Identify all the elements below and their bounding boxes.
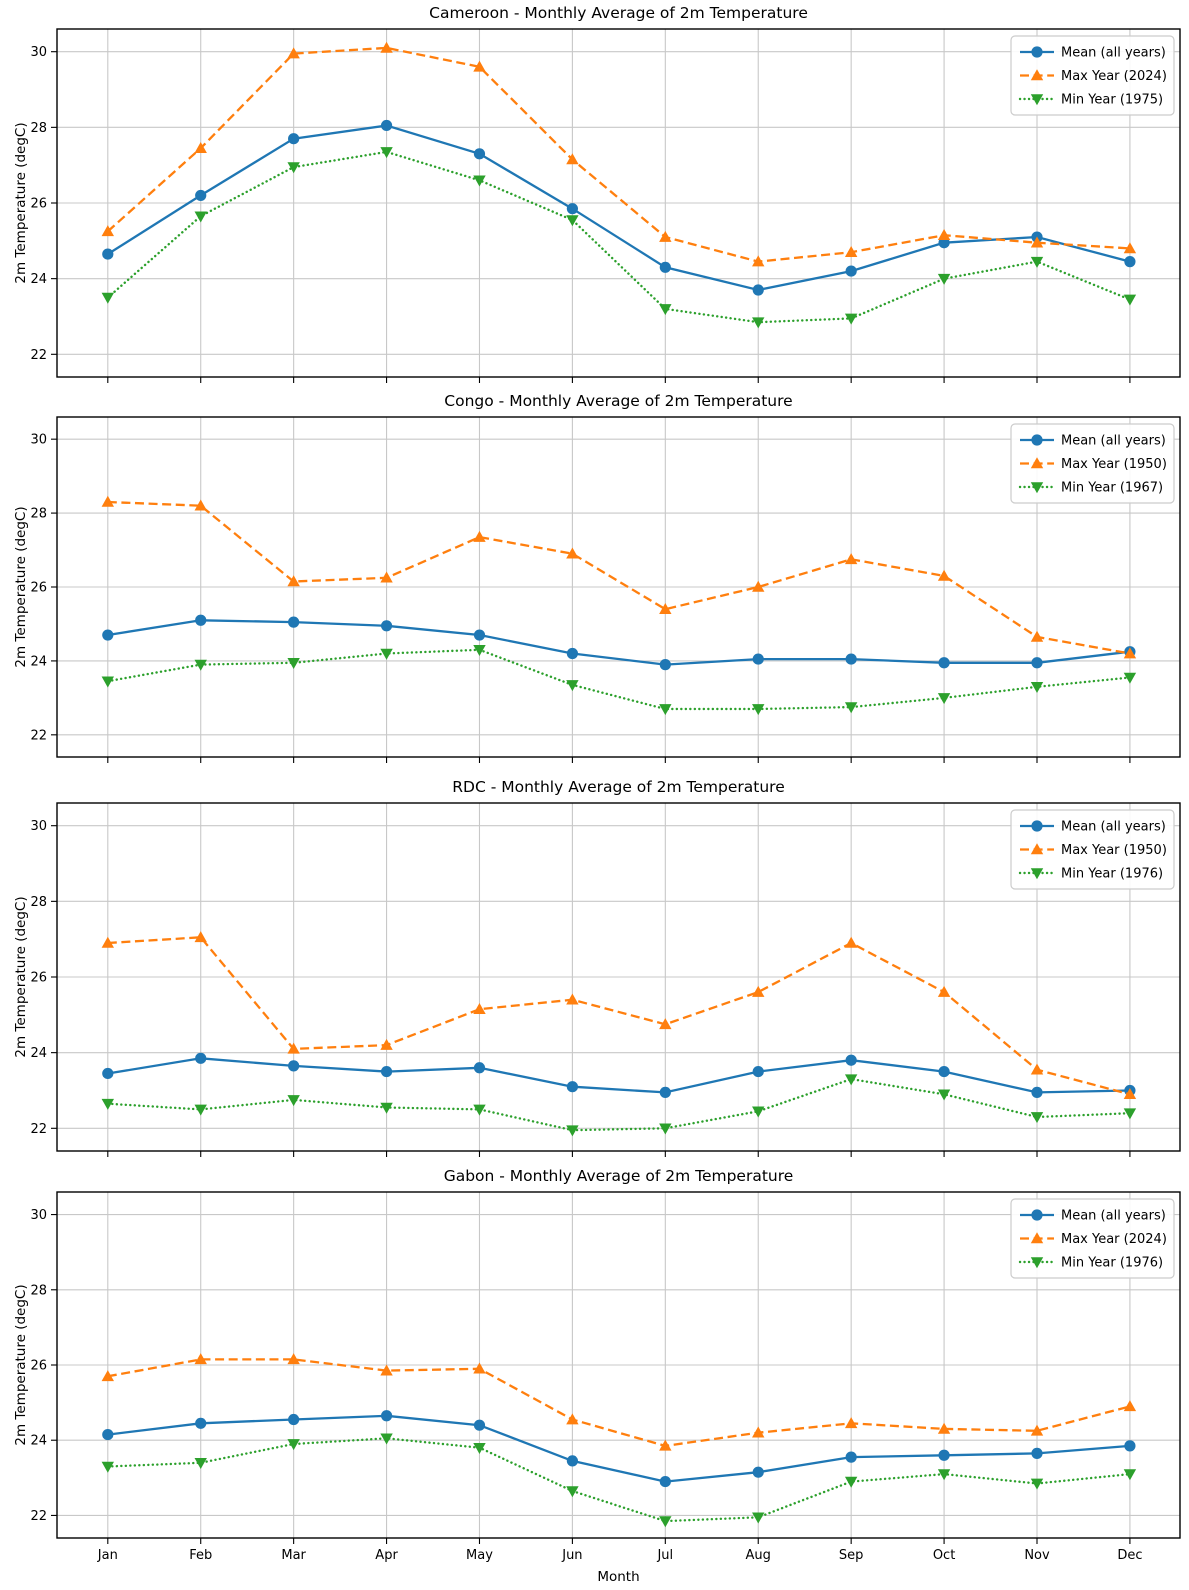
tick-marks bbox=[51, 438, 1131, 763]
tick-label: 30 bbox=[30, 819, 47, 834]
tick-label: 26 bbox=[30, 971, 47, 986]
tick-label: 26 bbox=[30, 197, 47, 212]
series-markers-min bbox=[101, 1074, 1137, 1137]
gridlines bbox=[57, 1192, 1180, 1538]
panel-gabon: 22 24 26 28 30 2m Temperature (degC) Jan Feb Mar… bbox=[13, 1191, 1181, 1585]
series-markers-min bbox=[101, 645, 1137, 716]
series-markers-mean bbox=[102, 1052, 1136, 1098]
tick-label: Aug bbox=[746, 1548, 771, 1563]
y-tick-labels: 22 24 26 28 30 bbox=[30, 45, 47, 363]
series-line-min bbox=[106, 1077, 1132, 1132]
panel-cameroon: 22 24 26 28 30 2m Temperature (degC) Mean (all… bbox=[13, 28, 1181, 383]
gridlines bbox=[57, 29, 1180, 377]
tick-label: Apr bbox=[375, 1548, 398, 1563]
x-axis-label: Month bbox=[597, 1569, 639, 1585]
y-tick-labels: 22 24 26 28 30 bbox=[30, 819, 47, 1137]
tick-label: Sep bbox=[839, 1548, 864, 1563]
series-line-mean bbox=[107, 1057, 1130, 1094]
tick-label: Mar bbox=[281, 1548, 306, 1563]
legend-label: Min Year (1976) bbox=[1061, 867, 1163, 882]
legend-label: Mean (all years) bbox=[1061, 1209, 1166, 1224]
gridlines bbox=[57, 417, 1180, 757]
series-markers-max bbox=[101, 41, 1137, 267]
series-markers-mean bbox=[102, 119, 1136, 296]
legend-label: Mean (all years) bbox=[1061, 434, 1166, 449]
tick-label: 22 bbox=[30, 1122, 47, 1137]
series-markers-min bbox=[101, 1433, 1137, 1528]
tick-label: 28 bbox=[30, 507, 47, 522]
panel-title-congo: Congo - Monthly Average of 2m Temperatur… bbox=[444, 392, 793, 410]
series-markers-max bbox=[101, 1353, 1137, 1451]
tick-label: 28 bbox=[30, 1283, 47, 1298]
panel-congo: 22 24 26 28 30 2m Temperature (degC) Mean (all… bbox=[13, 416, 1181, 763]
tick-label: Oct bbox=[933, 1548, 955, 1563]
y-tick-labels: 22 24 26 28 30 bbox=[30, 1208, 47, 1524]
series-line-min bbox=[106, 648, 1132, 711]
series-line-max bbox=[107, 500, 1131, 655]
series-line-max bbox=[107, 936, 1131, 1096]
tick-label: 24 bbox=[30, 272, 47, 287]
tick-marks bbox=[51, 1214, 1131, 1544]
series-markers-max bbox=[101, 495, 1137, 659]
legend-label: Mean (all years) bbox=[1061, 820, 1166, 835]
y-axis-label: 2m Temperature (degC) bbox=[13, 122, 29, 283]
tick-label: Jul bbox=[656, 1548, 673, 1563]
legend-label: Mean (all years) bbox=[1061, 46, 1166, 61]
tick-label: 24 bbox=[30, 1046, 47, 1061]
tick-label: 30 bbox=[30, 1208, 47, 1223]
legend-label: Min Year (1976) bbox=[1061, 1256, 1163, 1271]
legend-label: Min Year (1975) bbox=[1061, 93, 1163, 108]
tick-label: Jun bbox=[561, 1548, 582, 1563]
tick-marks bbox=[51, 825, 1131, 1157]
tick-label: 24 bbox=[30, 654, 47, 669]
tick-label: 22 bbox=[30, 348, 47, 363]
series-markers-min bbox=[101, 147, 1137, 329]
tick-label: 22 bbox=[30, 728, 47, 743]
tick-label: 26 bbox=[30, 1359, 47, 1374]
panel-title-rdc: RDC - Monthly Average of 2m Temperature bbox=[452, 778, 785, 796]
series-line-mean bbox=[107, 1414, 1130, 1483]
y-axis-label: 2m Temperature (degC) bbox=[13, 506, 29, 667]
tick-label: May bbox=[466, 1548, 493, 1563]
series-line-max bbox=[107, 46, 1130, 263]
legend: Mean (all years) Max Year (1950) Min Year … bbox=[1010, 423, 1175, 504]
legend-label: Max Year (2024) bbox=[1061, 69, 1167, 84]
legend-label: Max Year (1950) bbox=[1061, 843, 1167, 858]
panel-title-gabon: Gabon - Monthly Average of 2m Temperatur… bbox=[443, 1167, 794, 1185]
y-tick-labels: 22 24 26 28 30 bbox=[30, 433, 47, 744]
tick-label: Feb bbox=[189, 1548, 212, 1563]
legend-label: Max Year (1950) bbox=[1061, 457, 1167, 472]
tick-label: Dec bbox=[1117, 1548, 1142, 1563]
series-line-mean bbox=[107, 619, 1131, 666]
tick-label: Jan bbox=[97, 1548, 118, 1563]
series-markers-mean bbox=[102, 1410, 1136, 1488]
legend-label: Min Year (1967) bbox=[1061, 481, 1163, 496]
series-line-min bbox=[106, 1437, 1132, 1523]
tick-label: 28 bbox=[30, 895, 47, 910]
series-line-mean bbox=[107, 124, 1131, 292]
tick-label: Nov bbox=[1024, 1548, 1050, 1563]
x-tick-labels: Jan Feb Mar Apr May Jun Jul Aug Sep Oct Nov Dec bbox=[97, 1548, 1143, 1563]
tick-label: 28 bbox=[30, 121, 47, 136]
tick-label: 30 bbox=[30, 433, 47, 448]
legend: Mean (all years) Max Year (1950) Min Year … bbox=[1010, 809, 1175, 890]
y-axis-label: 2m Temperature (degC) bbox=[13, 1284, 29, 1445]
tick-label: 26 bbox=[30, 581, 47, 596]
series-line-min bbox=[106, 150, 1132, 324]
tick-label: 30 bbox=[30, 45, 47, 60]
legend: Mean (all years) Max Year (2024) Min Year … bbox=[1010, 35, 1175, 116]
y-axis-label: 2m Temperature (degC) bbox=[13, 896, 29, 1057]
panel-title-cameroon: Cameroon - Monthly Average of 2m Tempera… bbox=[429, 4, 808, 22]
tick-label: 24 bbox=[30, 1434, 47, 1449]
legend-label: Max Year (2024) bbox=[1061, 1232, 1167, 1247]
series-line-max bbox=[107, 1358, 1131, 1448]
tick-marks bbox=[51, 51, 1131, 383]
legend: Mean (all years) Max Year (2024) Min Year … bbox=[1010, 1198, 1175, 1279]
tick-label: 22 bbox=[30, 1509, 47, 1524]
panel-rdc: 22 24 26 28 30 2m Temperature (degC) Mean (all… bbox=[13, 802, 1181, 1157]
series-markers-max bbox=[101, 931, 1137, 1100]
